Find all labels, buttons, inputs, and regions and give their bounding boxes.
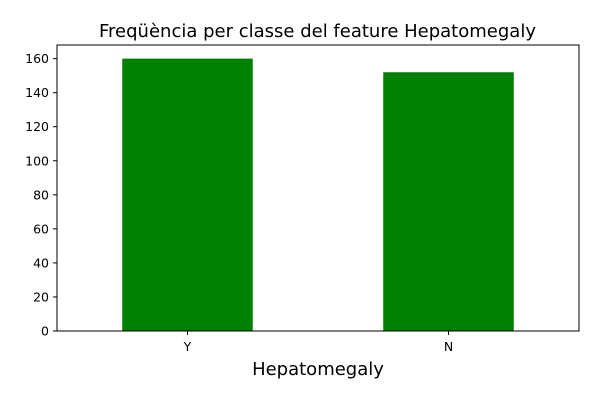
bar-y <box>122 58 253 331</box>
y-tick-label-140: 140 <box>25 85 49 100</box>
x-tick-label-n: N <box>444 339 453 354</box>
y-tick-label-100: 100 <box>25 153 49 168</box>
y-tick-label-80: 80 <box>33 187 49 202</box>
y-tick-label-0: 0 <box>41 324 49 339</box>
bar-n <box>383 72 514 331</box>
y-tick-label-20: 20 <box>33 289 49 304</box>
y-tick-label-60: 60 <box>33 221 49 236</box>
y-axis: 0 20 40 60 80 100 120 140 160 <box>25 51 57 339</box>
bars-layer <box>122 58 514 331</box>
plot-frame <box>56 44 580 332</box>
x-tick-label-y: Y <box>183 339 192 354</box>
x-axis-label: Hepatomegaly <box>252 359 384 380</box>
y-tick-label-160: 160 <box>25 51 49 66</box>
y-tick-label-40: 40 <box>33 255 49 270</box>
y-tick-label-120: 120 <box>25 119 49 134</box>
chart-title: Freqüència per classe del feature Hepato… <box>99 21 536 42</box>
